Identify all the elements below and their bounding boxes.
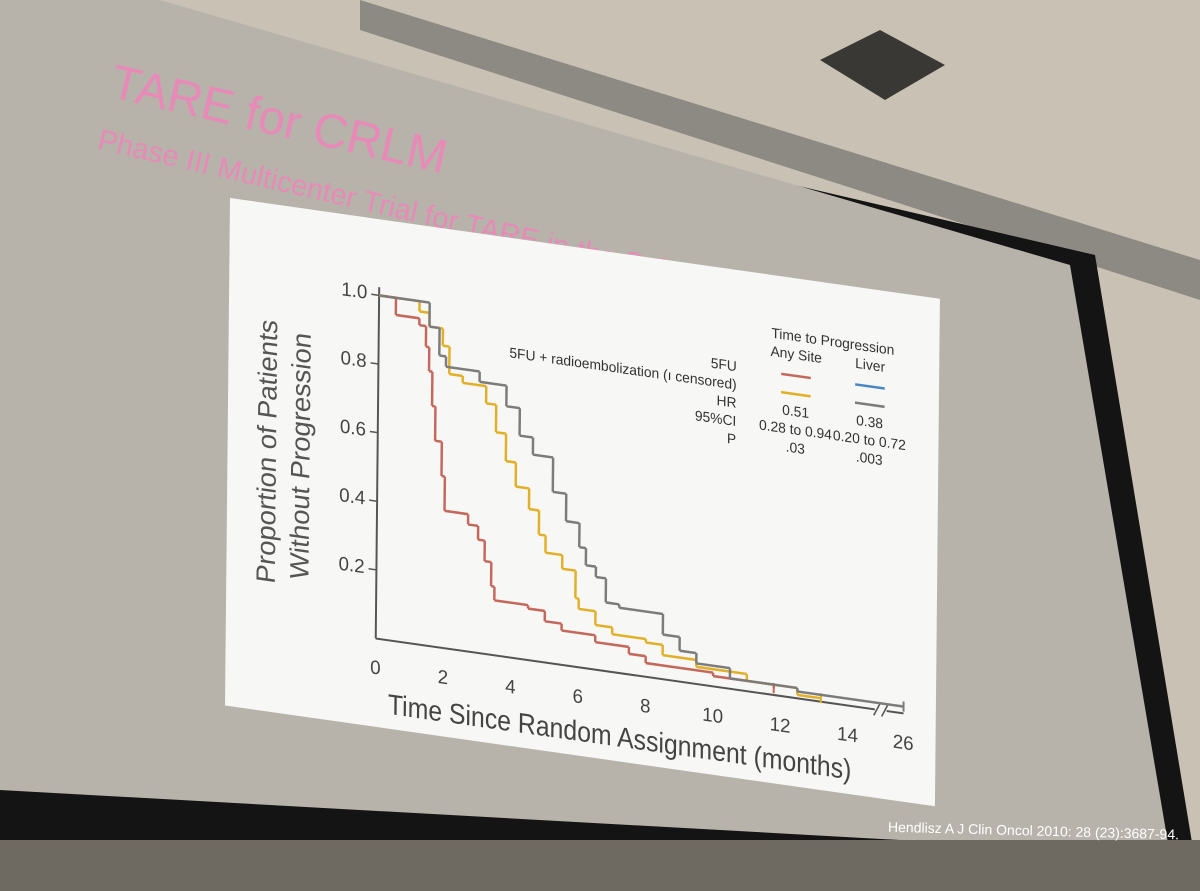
- y-tick-label: 0.6: [340, 416, 366, 441]
- y-tick-label: 0.2: [338, 553, 364, 578]
- chart-background: [224, 198, 940, 807]
- y-tick: [369, 499, 378, 503]
- step-segment: [494, 599, 529, 607]
- x-tick-label: 26: [893, 731, 914, 755]
- y-axis: [374, 287, 381, 639]
- step-segment: [612, 632, 646, 641]
- step-segment: [696, 665, 747, 676]
- y-tick: [369, 430, 378, 434]
- step-segment: [445, 365, 480, 373]
- y-axis-label: Proportion of Patients: [250, 317, 283, 585]
- legend-swatch: [854, 401, 885, 409]
- step-segment: [379, 294, 430, 304]
- y-tick: [371, 293, 380, 297]
- y-axis-label: Without Progression: [284, 331, 317, 582]
- x-tick-label: 12: [770, 714, 791, 738]
- step-segment: [515, 485, 530, 490]
- step-segment: [696, 662, 731, 670]
- step-segment: [797, 693, 821, 700]
- step-segment: [532, 453, 554, 459]
- legend-column: Liver: [855, 355, 885, 375]
- legend-label: HR: [716, 392, 736, 411]
- step-segment: [462, 381, 487, 388]
- legend-value: 0.51: [782, 401, 809, 421]
- step-segment: [595, 575, 606, 580]
- step-segment: [585, 563, 596, 568]
- step-segment: [528, 507, 540, 512]
- step-segment: [449, 372, 463, 378]
- x-tick-label: 14: [837, 723, 858, 747]
- step-segment: [419, 310, 430, 315]
- x-tick-label: 0: [370, 657, 381, 680]
- y-tick: [370, 362, 379, 365]
- legend-value: .03: [786, 438, 806, 457]
- legend-label: 5FU: [711, 354, 737, 374]
- y-tick: [368, 567, 377, 571]
- axis-break: [873, 703, 881, 716]
- legend-label: P: [727, 430, 736, 447]
- step-segment: [545, 551, 563, 557]
- x-axis: [375, 637, 875, 711]
- legend-value: 0.38: [856, 412, 883, 432]
- step-segment: [429, 325, 440, 330]
- y-tick-label: 0.8: [340, 348, 366, 373]
- step-segment: [645, 661, 714, 674]
- step-segment: [628, 652, 646, 658]
- x-tick-label: 6: [572, 686, 583, 709]
- step-segment: [486, 402, 497, 407]
- x-tick-label: 2: [438, 667, 449, 690]
- legend-label: 95%CI: [695, 407, 737, 429]
- step-segment: [595, 640, 629, 649]
- step-segment: [444, 509, 469, 516]
- step-segment: [552, 490, 567, 496]
- step-segment: [578, 607, 596, 613]
- chart: 0.2 0.4 0.6 0.8 1.0 0 2 4 6 8 10 12 14 26 Proportion o…: [224, 198, 940, 807]
- axis-break: [880, 704, 889, 717]
- step-segment: [645, 641, 663, 647]
- truss: [360, 0, 1200, 300]
- step-segment: [797, 690, 904, 708]
- y-tick-label: 1.0: [341, 279, 367, 304]
- step-segment: [565, 519, 580, 525]
- step-segment: [468, 523, 479, 528]
- step-segment: [479, 380, 507, 387]
- step-segment: [519, 434, 534, 439]
- y-tick-label: 0.4: [339, 485, 366, 510]
- step-segment: [662, 653, 697, 662]
- step-segment: [595, 623, 613, 629]
- step-segment: [527, 607, 545, 613]
- legend-swatch: [781, 390, 811, 398]
- step-segment: [495, 430, 507, 435]
- step-segment: [435, 439, 442, 443]
- legend-value: .003: [856, 448, 883, 468]
- step-segment: [544, 619, 562, 625]
- step-segment: [619, 606, 664, 616]
- step-segment: [506, 404, 520, 410]
- x-tick-label: 8: [640, 695, 651, 718]
- floor-area: [0, 840, 1200, 891]
- legend-swatch: [781, 372, 811, 380]
- x-tick-label: 10: [702, 704, 723, 728]
- legend-column: Any Site: [770, 343, 822, 366]
- ceiling-vent: [820, 30, 945, 100]
- x-tick-label: 4: [505, 676, 516, 699]
- citation: Hendlisz A J Clin Oncol 2010: 28 (23):36…: [888, 819, 1179, 843]
- step-segment: [562, 567, 576, 572]
- x-axis: [886, 710, 904, 715]
- step-segment: [505, 459, 516, 464]
- step-segment: [729, 677, 798, 690]
- step-segment: [395, 313, 420, 320]
- step-segment: [561, 629, 596, 637]
- step-segment: [662, 633, 680, 639]
- step-segment: [605, 601, 620, 606]
- step-segment: [679, 649, 697, 655]
- legend-swatch: [855, 383, 885, 390]
- step-segment: [439, 354, 447, 358]
